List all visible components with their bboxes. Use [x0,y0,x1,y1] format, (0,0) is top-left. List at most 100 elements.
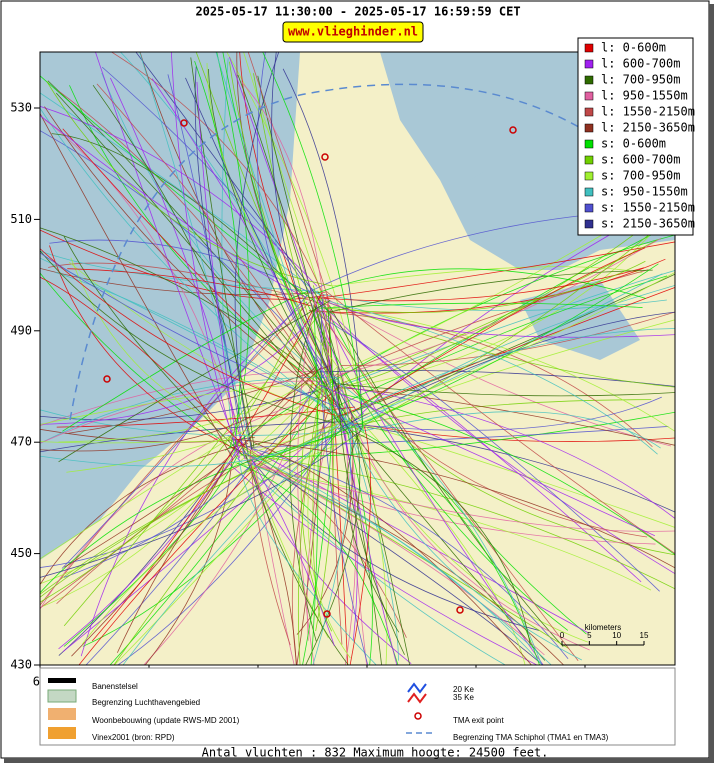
flight-track [40,366,322,452]
flight-track [239,462,377,665]
flight-track [242,446,349,665]
flight-track [40,248,336,416]
flight-track [226,52,365,429]
flight-track [56,406,355,428]
flight-track [56,420,350,605]
flight-track [222,52,344,431]
flight-track [49,239,314,295]
contour-35ke [407,692,427,704]
y-tick-label: 430 [10,658,32,672]
y-tick-label: 450 [10,546,32,560]
flight-track [319,302,643,309]
flight-track [341,386,590,651]
flight-track [355,431,531,645]
scale-tick-label: 10 [612,631,621,640]
shadow [709,4,714,761]
flight-track [325,294,357,665]
flight-track [330,387,343,645]
flight-track [250,449,291,646]
legend-swatch [584,59,594,69]
legend-label: s: 2150-3650m [601,217,695,231]
site-badge [282,21,424,43]
flight-track [40,431,361,578]
flight-track [246,462,543,665]
flight-track [237,74,335,384]
flight-track [325,297,672,447]
flight-track [336,418,540,665]
legend-label: l: 700-950m [601,73,680,87]
scale-tick-label: 15 [640,631,649,640]
flight-track [329,269,653,313]
flight-track [338,387,675,446]
flight-track [194,66,250,457]
flight-track [262,52,364,432]
flight-track [251,459,335,647]
flight-track [63,455,238,647]
flight-track [40,428,255,443]
flight-track [331,266,643,287]
flight-track [237,462,399,665]
flight-track [314,297,675,388]
flight-track [40,250,319,292]
tma-exit-point [456,606,464,614]
flight-track [312,285,334,632]
flight-track [242,451,552,665]
legend-label: l: 2150-3650m [601,121,695,135]
flight-track [244,453,545,656]
flight-track [325,237,662,378]
legend-swatch [584,155,594,165]
flight-track [43,437,244,607]
flight-track [64,461,226,568]
flight-track [67,268,311,307]
legend-text: Vinex2001 (bron: RPD) [92,733,175,742]
flight-track [310,304,319,665]
flight-track [58,300,331,463]
flight-track [326,239,658,390]
legend-text: TMA exit point [453,716,504,725]
flight-track [206,63,339,368]
flight-track [195,52,351,422]
flight-track [318,268,647,299]
flight-track [40,424,339,467]
flight-track [40,380,326,444]
flight-track [341,393,675,556]
tma-exit-point [103,375,111,383]
flight-track [251,447,569,660]
flight-track [320,298,369,665]
flight-track [70,257,251,438]
flight-track [318,241,675,299]
flight-track [229,56,343,377]
housing-swatch [48,708,76,720]
flight-track [243,411,675,457]
flight-track [335,215,660,390]
flight-track [237,439,675,569]
flight-track [337,367,405,655]
y-tick-label: 530 [10,101,32,115]
legend-swatch [584,43,594,53]
flight-track [92,84,255,449]
flight-track [40,276,246,448]
scale-tick-label: 0 [560,631,565,640]
legend-text: Banenstelsel [92,682,138,691]
flight-track [349,426,371,665]
legend-text: Begrenzing Luchthavengebied [92,698,200,707]
legend-text: 35 Ke [453,693,474,702]
tma-exit-point [180,119,188,127]
scale-tick-label: 5 [587,631,592,640]
flight-track [351,424,675,513]
legend-label: s: 950-1550m [601,185,688,199]
flight-track [46,81,332,287]
flight-track [229,461,652,591]
flight-track [250,439,295,665]
shadow [4,758,714,763]
flight-track [207,68,330,393]
flight-track [253,73,330,381]
land [40,52,675,665]
airport-swatch [47,689,77,703]
flight-track [247,52,330,302]
flight-track [333,305,675,432]
flight-track [346,427,400,633]
flight-track [234,52,280,451]
